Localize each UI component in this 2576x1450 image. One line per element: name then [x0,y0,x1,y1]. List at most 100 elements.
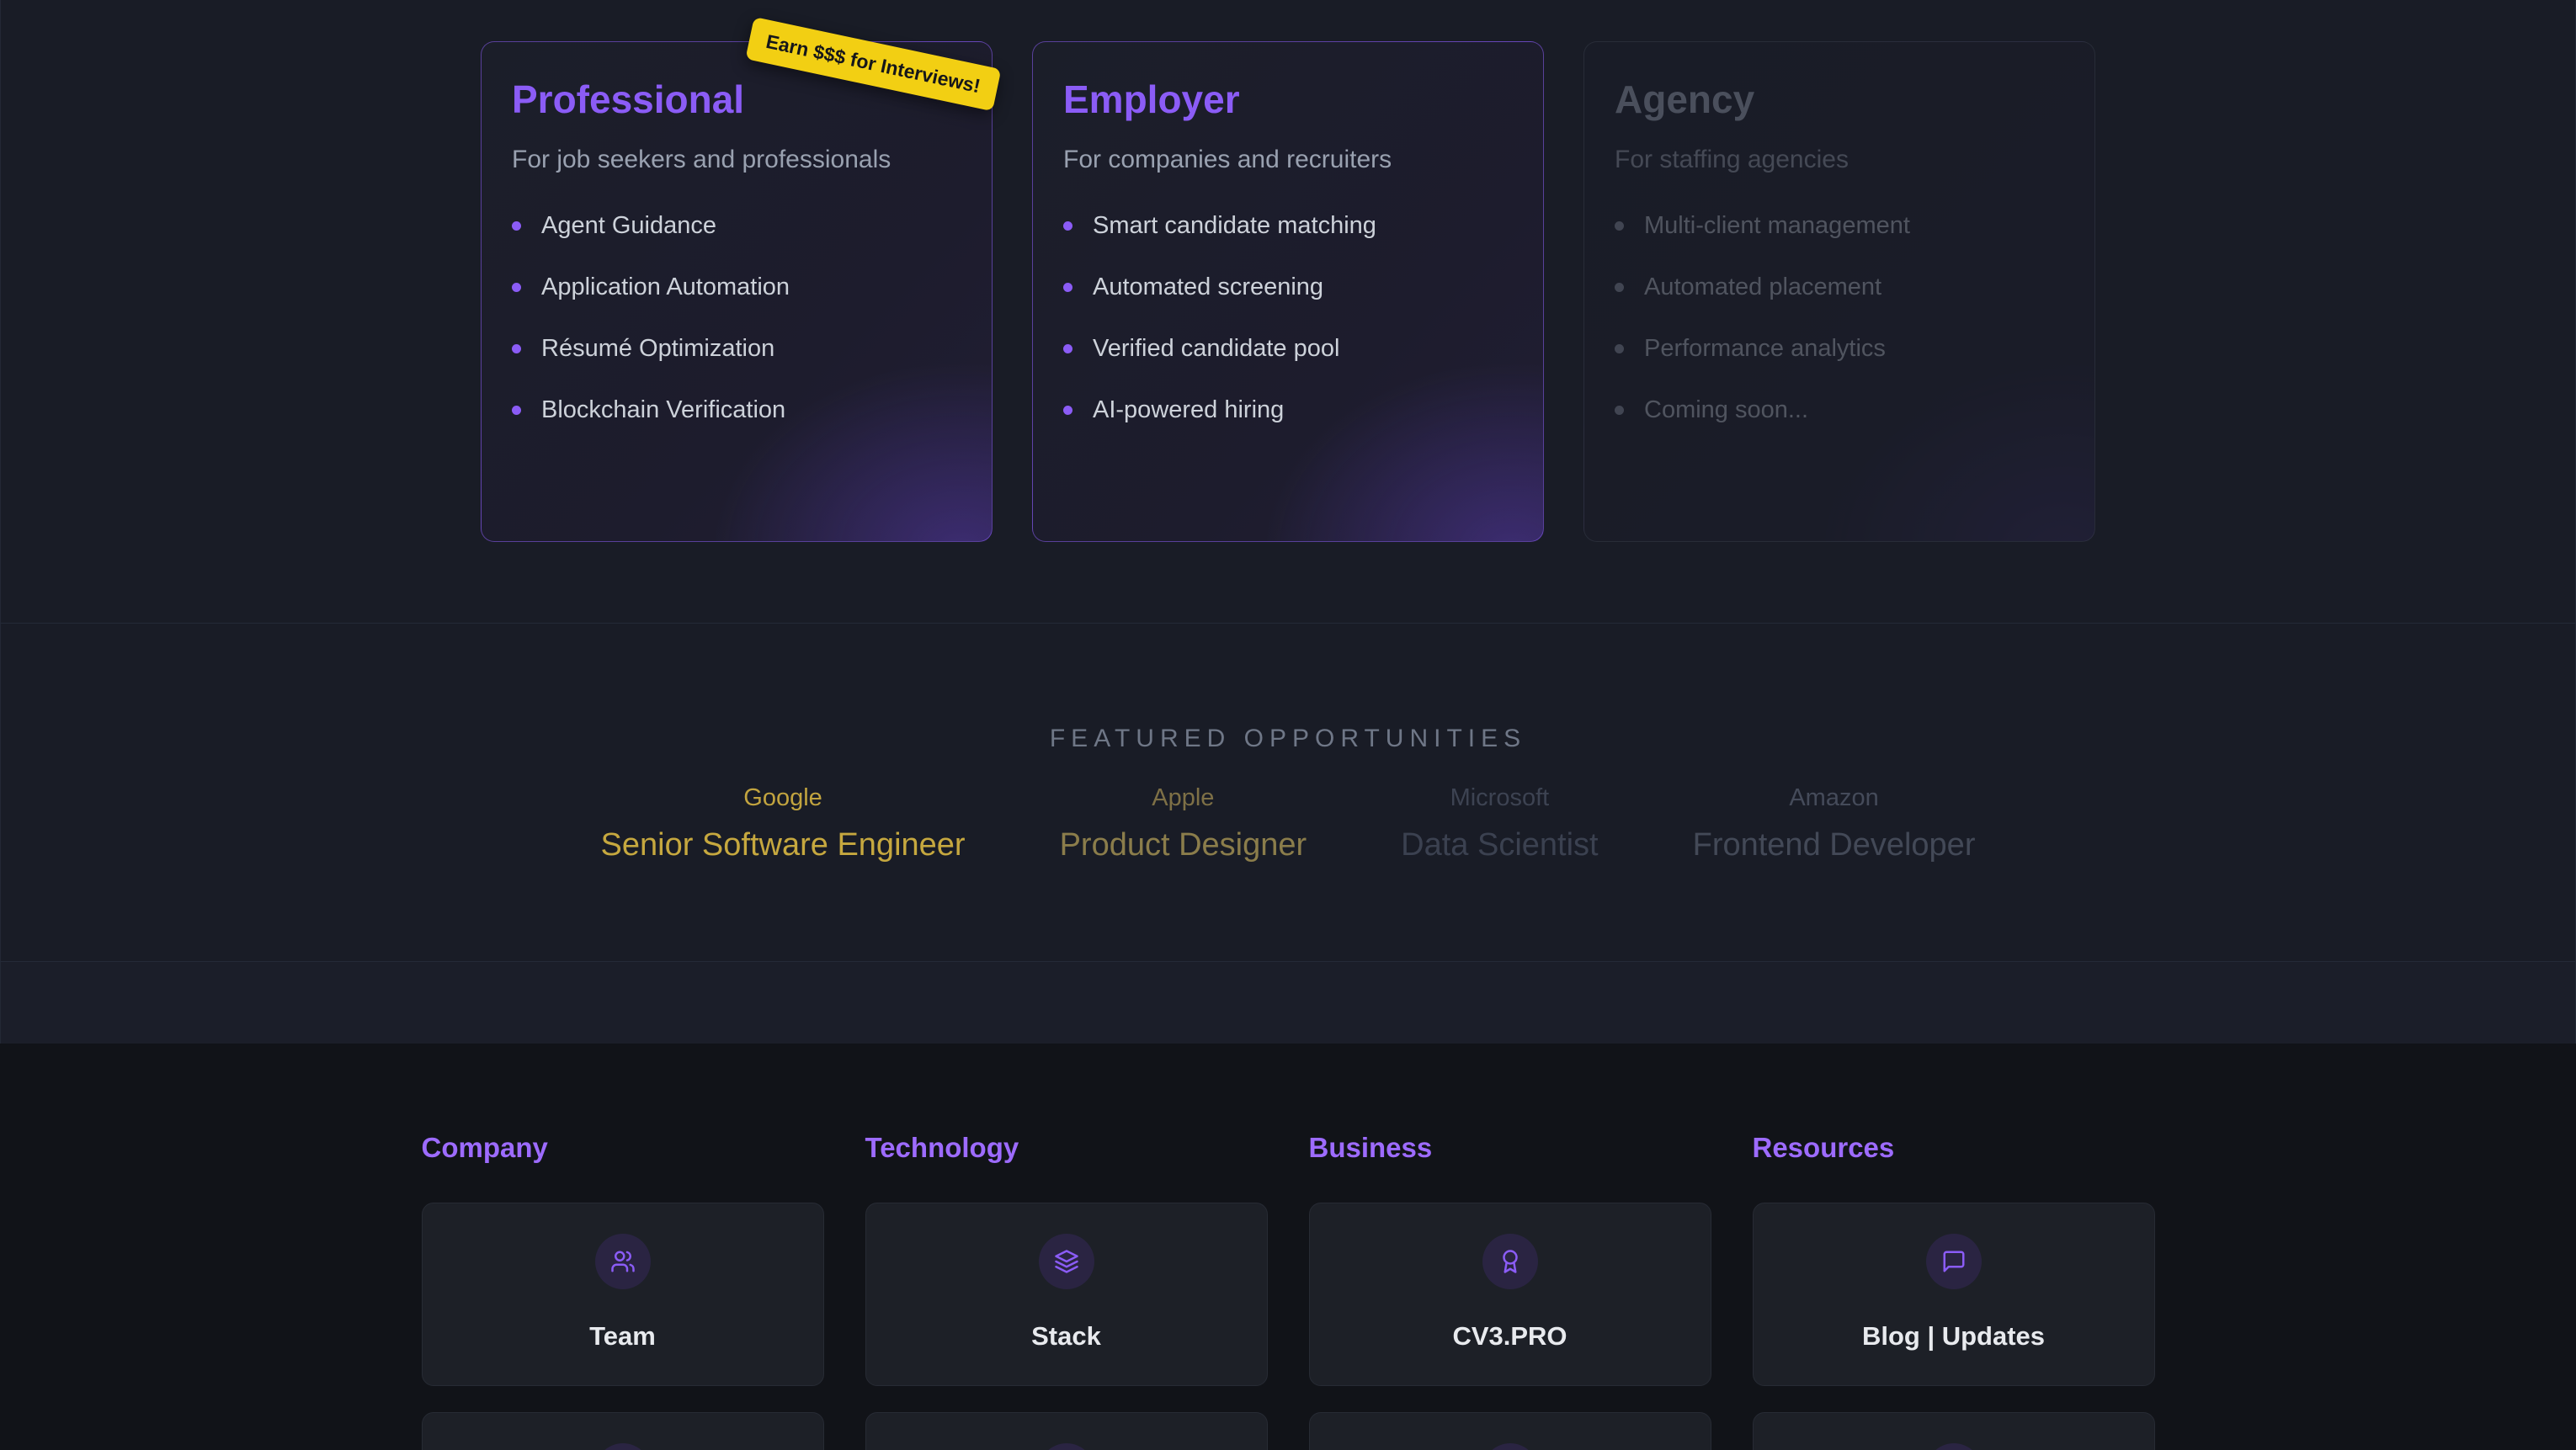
bullet-dot-icon [512,282,521,292]
bullet-dot-icon [1615,282,1624,292]
icon-circle [1038,1443,1094,1450]
feature-label: Smart candidate matching [1093,211,1376,239]
bullet-dot-icon [1615,343,1624,353]
footer-column-business: Business CV3.PRO [1308,1132,1711,1450]
spacer-section [0,962,2576,1044]
footer-heading: Resources [1752,1132,1895,1163]
site-footer: Company Team Technology Stack [0,1044,2576,1450]
plan-card-employer[interactable]: Employer For companies and recruiters Sm… [1032,41,1544,542]
bullet-dot-icon [1615,220,1624,231]
icon-circle [1038,1234,1094,1289]
icon-circle [594,1443,651,1450]
featured-opportunities-section: FEATURED OPPORTUNITIES Google Senior Sof… [0,624,2576,962]
footer-card-team[interactable]: Team [421,1203,824,1386]
feature-item: Agent Guidance [512,210,961,241]
bullet-dot-icon [512,220,521,231]
feature-item: Multi-client management [1615,210,2064,241]
feature-item: Performance analytics [1615,333,2064,364]
featured-job-google[interactable]: Google Senior Software Engineer [601,783,966,864]
plan-features: Multi-client management Automated placem… [1615,210,2064,425]
feature-label: Coming soon... [1644,396,1809,423]
bullet-dot-icon [1063,405,1072,415]
feature-label: Automated screening [1093,273,1324,300]
plan-features: Agent Guidance Application Automation Ré… [512,210,961,425]
feature-item: Automated placement [1615,272,2064,302]
bullet-dot-icon [1063,220,1072,231]
feature-item: Verified candidate pool [1063,333,1513,364]
feature-item: Résumé Optimization [512,333,961,364]
bullet-dot-icon [512,405,521,415]
feature-label: Performance analytics [1644,334,1886,362]
feature-label: AI-powered hiring [1093,396,1285,423]
icon-circle [594,1234,651,1289]
feature-item: Smart candidate matching [1063,210,1513,241]
plan-tagline: For companies and recruiters [1063,145,1392,173]
footer-card-label: Blog | Updates [1861,1321,2046,1351]
bullet-dot-icon [1615,405,1624,415]
job-company: Microsoft [1450,784,1550,811]
footer-card-label: Team [589,1321,656,1351]
plan-features: Smart candidate matching Automated scree… [1063,210,1513,425]
feature-label: Application Automation [541,273,790,300]
icon-circle [1925,1443,1982,1450]
layers-icon [1054,1250,1078,1273]
plan-title: Professional [512,77,745,121]
icon-circle [1925,1234,1982,1289]
plan-tagline: For staffing agencies [1615,145,1849,173]
featured-job-amazon[interactable]: Amazon Frontend Developer [1693,783,1976,864]
plan-card-agency: Agency For staffing agencies Multi-clien… [1583,41,2095,542]
plan-title: Employer [1063,77,1240,121]
feature-label: Résumé Optimization [541,334,775,362]
footer-column-resources: Resources Blog | Updates [1752,1132,2155,1450]
footer-card-blog[interactable]: Blog | Updates [1752,1203,2155,1386]
footer-heading: Business [1308,1132,1433,1163]
feature-label: Automated placement [1644,273,1882,300]
award-icon [1502,1250,1518,1273]
feature-label: Multi-client management [1644,211,1910,239]
job-company: Google [743,784,822,811]
feature-item: Coming soon... [1615,395,2064,425]
bullet-dot-icon [1063,343,1072,353]
footer-heading: Technology [865,1132,1019,1163]
footer-card-label: CV3.PRO [1452,1321,1567,1351]
job-title: Senior Software Engineer [600,826,966,863]
feature-item: AI-powered hiring [1063,395,1513,425]
chat-bubble-icon [1943,1251,1964,1272]
featured-job-microsoft[interactable]: Microsoft Data Scientist [1401,783,1598,864]
footer-card-label: Stack [1031,1321,1101,1351]
featured-job-apple[interactable]: Apple Product Designer [1060,783,1307,864]
featured-jobs-row: Google Senior Software Engineer Apple Pr… [1,783,2575,864]
plan-card-professional[interactable]: Professional For job seekers and profess… [481,41,993,542]
plan-title: Agency [1615,77,1755,121]
job-company: Apple [1152,784,1215,811]
featured-heading: FEATURED OPPORTUNITIES [1049,725,1527,752]
footer-card-stack[interactable]: Stack [865,1203,1268,1386]
footer-heading: Company [421,1132,548,1163]
footer-card-partial[interactable] [865,1412,1268,1450]
footer-card-partial[interactable] [421,1412,824,1450]
plans-section: Earn $$$ for Interviews! Professional Fo… [0,0,2576,624]
job-title: Frontend Developer [1692,826,1976,863]
users-icon [610,1251,635,1272]
feature-label: Blockchain Verification [541,396,786,423]
feature-item: Automated screening [1063,272,1513,302]
footer-card-partial[interactable] [1308,1412,1711,1450]
feature-label: Agent Guidance [541,211,716,239]
job-title: Data Scientist [1401,826,1599,863]
feature-label: Verified candidate pool [1093,334,1340,362]
plans-row: Professional For job seekers and profess… [1,41,2575,542]
plan-tagline: For job seekers and professionals [512,145,891,173]
job-title: Product Designer [1059,826,1307,863]
footer-card-cv3pro[interactable]: CV3.PRO [1308,1203,1711,1386]
icon-circle [1482,1234,1538,1289]
bullet-dot-icon [512,343,521,353]
job-company: Amazon [1789,784,1879,811]
footer-grid: Company Team Technology Stack [0,1132,2576,1450]
icon-circle [1482,1443,1538,1450]
footer-column-technology: Technology Stack [865,1132,1268,1450]
footer-card-partial[interactable] [1752,1412,2155,1450]
footer-column-company: Company Team [421,1132,824,1450]
feature-item: Blockchain Verification [512,395,961,425]
feature-item: Application Automation [512,272,961,302]
